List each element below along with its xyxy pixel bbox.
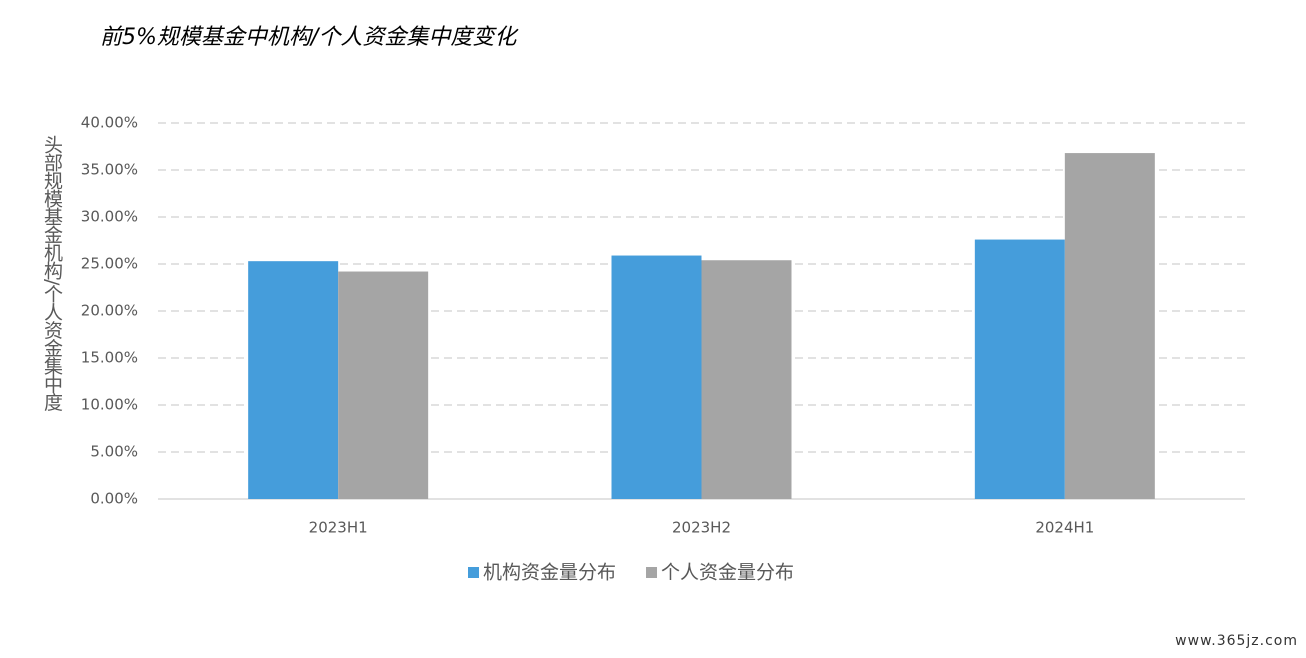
bar [248, 261, 339, 499]
y-tick-label: 0.00% [90, 490, 138, 508]
legend-swatch [468, 567, 479, 578]
y-tick-label: 20.00% [81, 302, 138, 320]
bar [974, 239, 1065, 499]
x-tick-label: 2023H1 [309, 519, 368, 537]
y-tick-label: 5.00% [90, 443, 138, 461]
bar [338, 271, 429, 499]
legend-swatch [646, 567, 658, 578]
y-axis-label: 头部规模基金机构/个人资金集中度 [41, 135, 63, 411]
x-tick-label: 2024H1 [1035, 519, 1094, 537]
bar [701, 260, 792, 499]
x-tick-label: 2023H2 [672, 519, 731, 537]
y-tick-label: 10.00% [81, 396, 138, 414]
legend-label: 机构资金量分布 [483, 562, 616, 584]
legend-label: 个人资金量分布 [661, 562, 794, 584]
chart-title: 前5%规模基金中机构/个人资金集中度变化 [100, 25, 519, 50]
y-tick-label: 35.00% [81, 161, 138, 179]
bar [611, 255, 702, 499]
y-tick-label: 40.00% [81, 114, 138, 132]
y-tick-label: 15.00% [81, 349, 138, 367]
watermark: www.365jz.com [1175, 633, 1298, 649]
y-tick-label: 25.00% [81, 255, 138, 273]
bar [1064, 153, 1155, 499]
y-tick-label: 30.00% [81, 208, 138, 226]
